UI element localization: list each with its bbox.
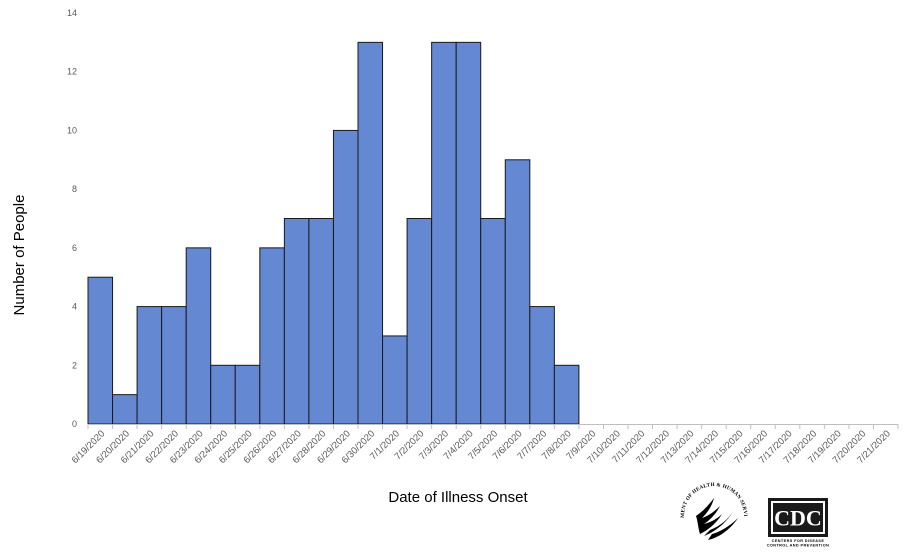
hhs-eagle-seal-icon bbox=[696, 498, 738, 540]
bar bbox=[431, 41, 457, 425]
y-tick-label: 8 bbox=[72, 184, 77, 194]
bar bbox=[357, 41, 384, 425]
bar bbox=[308, 218, 334, 425]
cdc-logo: CDC CENTERS FOR DISEASE CONTROL AND PREV… bbox=[767, 498, 829, 548]
bar bbox=[553, 364, 580, 425]
bar bbox=[406, 218, 433, 425]
y-axis-title: Number of People bbox=[11, 195, 28, 316]
bar bbox=[87, 276, 114, 425]
bar bbox=[259, 247, 285, 425]
x-axis-ticks: 6/19/20206/20/20206/21/20206/22/20206/23… bbox=[70, 424, 899, 466]
cdc-logo-subtext-1: CENTERS FOR DISEASE bbox=[772, 539, 825, 543]
bar bbox=[136, 306, 163, 425]
bar bbox=[480, 218, 506, 425]
y-tick-label: 0 bbox=[72, 419, 77, 429]
bar bbox=[112, 394, 138, 425]
bar bbox=[504, 159, 531, 425]
cdc-logo-text: CDC bbox=[774, 506, 822, 531]
bar bbox=[382, 335, 408, 425]
bar bbox=[161, 306, 187, 425]
bar bbox=[210, 364, 236, 425]
y-tick-label: 2 bbox=[72, 360, 77, 370]
cdc-logo-subtext-2: CONTROL AND PREVENTION bbox=[767, 544, 829, 548]
bar bbox=[332, 129, 359, 425]
y-tick-label: 14 bbox=[67, 8, 77, 18]
y-tick-label: 12 bbox=[67, 67, 77, 77]
bar bbox=[529, 306, 555, 425]
y-tick-label: 10 bbox=[67, 125, 77, 135]
y-axis-ticks: 0 2 4 6 8 10 12 14 bbox=[67, 8, 77, 429]
y-tick-label: 4 bbox=[72, 302, 77, 312]
bar bbox=[185, 247, 212, 425]
bar bbox=[455, 41, 482, 425]
bar bbox=[234, 364, 261, 425]
bars bbox=[87, 41, 580, 425]
hhs-logo: DEPARTMENT OF HEALTH & HUMAN SERVICES US… bbox=[680, 482, 748, 540]
y-tick-label: 6 bbox=[72, 243, 77, 253]
x-axis-title: Date of Illness Onset bbox=[388, 489, 528, 506]
bar bbox=[283, 218, 310, 425]
